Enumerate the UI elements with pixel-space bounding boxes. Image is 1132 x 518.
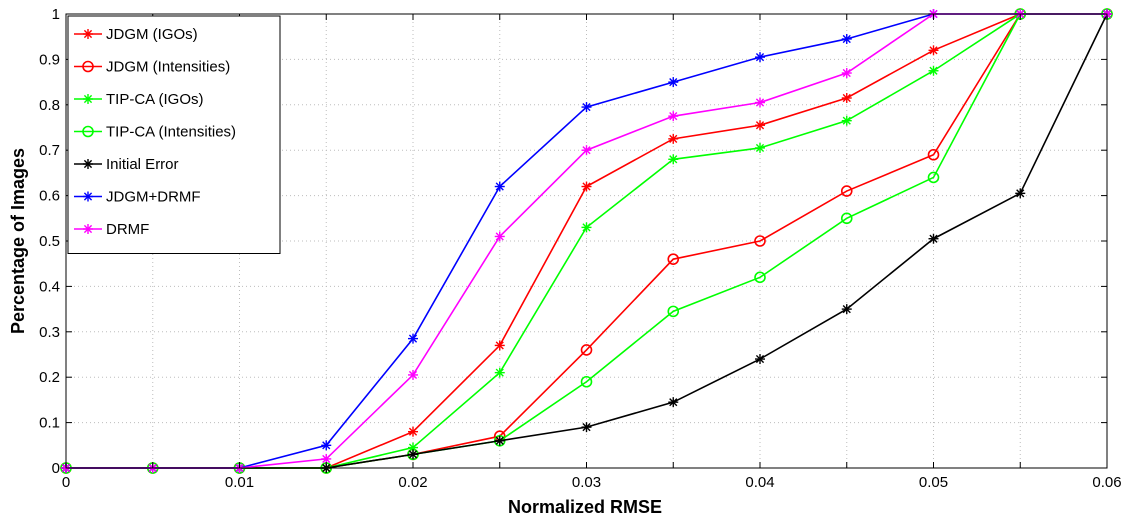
circle-marker — [580, 375, 593, 388]
star-marker — [581, 145, 592, 156]
y-tick-label: 0.1 — [39, 415, 60, 432]
circle-marker — [927, 148, 940, 161]
axis-ticks: 0 0.01 0.02 0.03 0.04 0.05 0.06 0 0.1 0.2 0.3 0.4 0.… — [39, 6, 1121, 491]
circle-marker — [840, 185, 853, 197]
circle-marker — [82, 60, 94, 73]
legend-entry: TIP-CA (IGOs) — [74, 91, 204, 108]
star-marker — [494, 367, 505, 378]
star-marker — [841, 304, 852, 315]
star-marker — [841, 68, 852, 79]
y-tick-label: 0.8 — [39, 97, 60, 114]
star-marker — [928, 65, 939, 76]
star-marker — [755, 120, 765, 131]
y-tick-label: 0.4 — [39, 278, 60, 295]
star-marker — [668, 397, 679, 408]
legend-label: JDGM+DRMF — [106, 189, 201, 206]
circle-marker — [580, 344, 593, 356]
star-marker — [581, 181, 592, 192]
legend-label: Initial Error — [106, 156, 179, 173]
x-tick-label: 0.06 — [1092, 474, 1121, 491]
y-axis-title: Percentage of Images — [8, 148, 28, 334]
circle-marker — [754, 271, 766, 284]
star-marker — [494, 181, 505, 192]
x-tick-label: 0.02 — [398, 474, 427, 491]
star-marker — [841, 92, 852, 103]
x-axis-title: Normalized RMSE — [508, 497, 662, 517]
y-tick-label: 0.3 — [39, 324, 60, 341]
circle-marker — [82, 125, 94, 138]
x-tick-label: 0.05 — [919, 474, 948, 491]
star-marker — [755, 97, 765, 108]
star-marker — [83, 29, 93, 39]
legend-label: JDGM (Intensities) — [106, 59, 230, 76]
star-marker — [1015, 188, 1026, 199]
star-marker — [581, 102, 592, 113]
x-tick-label: 0.04 — [745, 474, 774, 491]
legend-label: DRMF — [106, 221, 149, 238]
y-tick-label: 0.9 — [39, 51, 60, 68]
y-tick-label: 0 — [52, 460, 60, 477]
star-marker — [668, 154, 679, 165]
legend-label: TIP-CA (Intensities) — [106, 124, 236, 141]
circle-marker — [840, 212, 853, 225]
legend: JDGM (IGOs) JDGM (Intensities) TIP-CA (IGO… — [67, 15, 281, 254]
x-tick-label: 0.01 — [225, 474, 254, 491]
star-marker — [755, 142, 765, 153]
star-marker — [408, 426, 418, 437]
circle-marker — [927, 171, 940, 184]
star-marker — [668, 111, 679, 122]
legend-box — [67, 15, 281, 254]
star-marker — [755, 52, 765, 63]
star-marker — [668, 133, 679, 144]
legend-entry: Initial Error — [74, 156, 179, 173]
star-marker — [581, 422, 592, 433]
legend-entry: JDGM (IGOs) — [74, 26, 198, 43]
star-marker — [928, 45, 939, 56]
y-tick-label: 1 — [52, 6, 60, 23]
y-tick-label: 0.6 — [39, 188, 60, 205]
legend-entry: TIP-CA (Intensities) — [74, 124, 236, 141]
legend-label: JDGM (IGOs) — [106, 26, 198, 43]
star-marker — [408, 369, 418, 380]
star-marker — [494, 340, 505, 351]
star-marker — [841, 115, 852, 126]
star-marker — [83, 159, 93, 169]
star-marker — [83, 94, 93, 104]
legend-entry: JDGM (Intensities) — [74, 59, 230, 76]
star-marker — [408, 333, 418, 344]
circle-marker — [754, 235, 766, 247]
x-tick-label: 0.03 — [572, 474, 601, 491]
x-tick-label: 0 — [62, 474, 70, 491]
legend-entry: DRMF — [74, 221, 149, 238]
star-marker — [755, 354, 765, 365]
star-marker — [841, 33, 852, 44]
star-marker — [321, 440, 332, 451]
star-marker — [494, 231, 505, 242]
y-tick-label: 0.7 — [39, 142, 60, 159]
circle-marker — [667, 253, 680, 265]
y-tick-label: 0.2 — [39, 369, 60, 386]
circle-marker — [667, 305, 680, 318]
y-tick-label: 0.5 — [39, 233, 60, 250]
legend-entry: JDGM+DRMF — [74, 189, 201, 206]
star-marker — [928, 233, 939, 244]
star-marker — [668, 77, 679, 88]
legend-label: TIP-CA (IGOs) — [106, 91, 204, 108]
star-marker — [408, 449, 418, 460]
star-marker — [83, 191, 93, 202]
star-marker — [581, 222, 592, 233]
star-marker — [83, 224, 93, 234]
star-marker — [494, 435, 505, 446]
